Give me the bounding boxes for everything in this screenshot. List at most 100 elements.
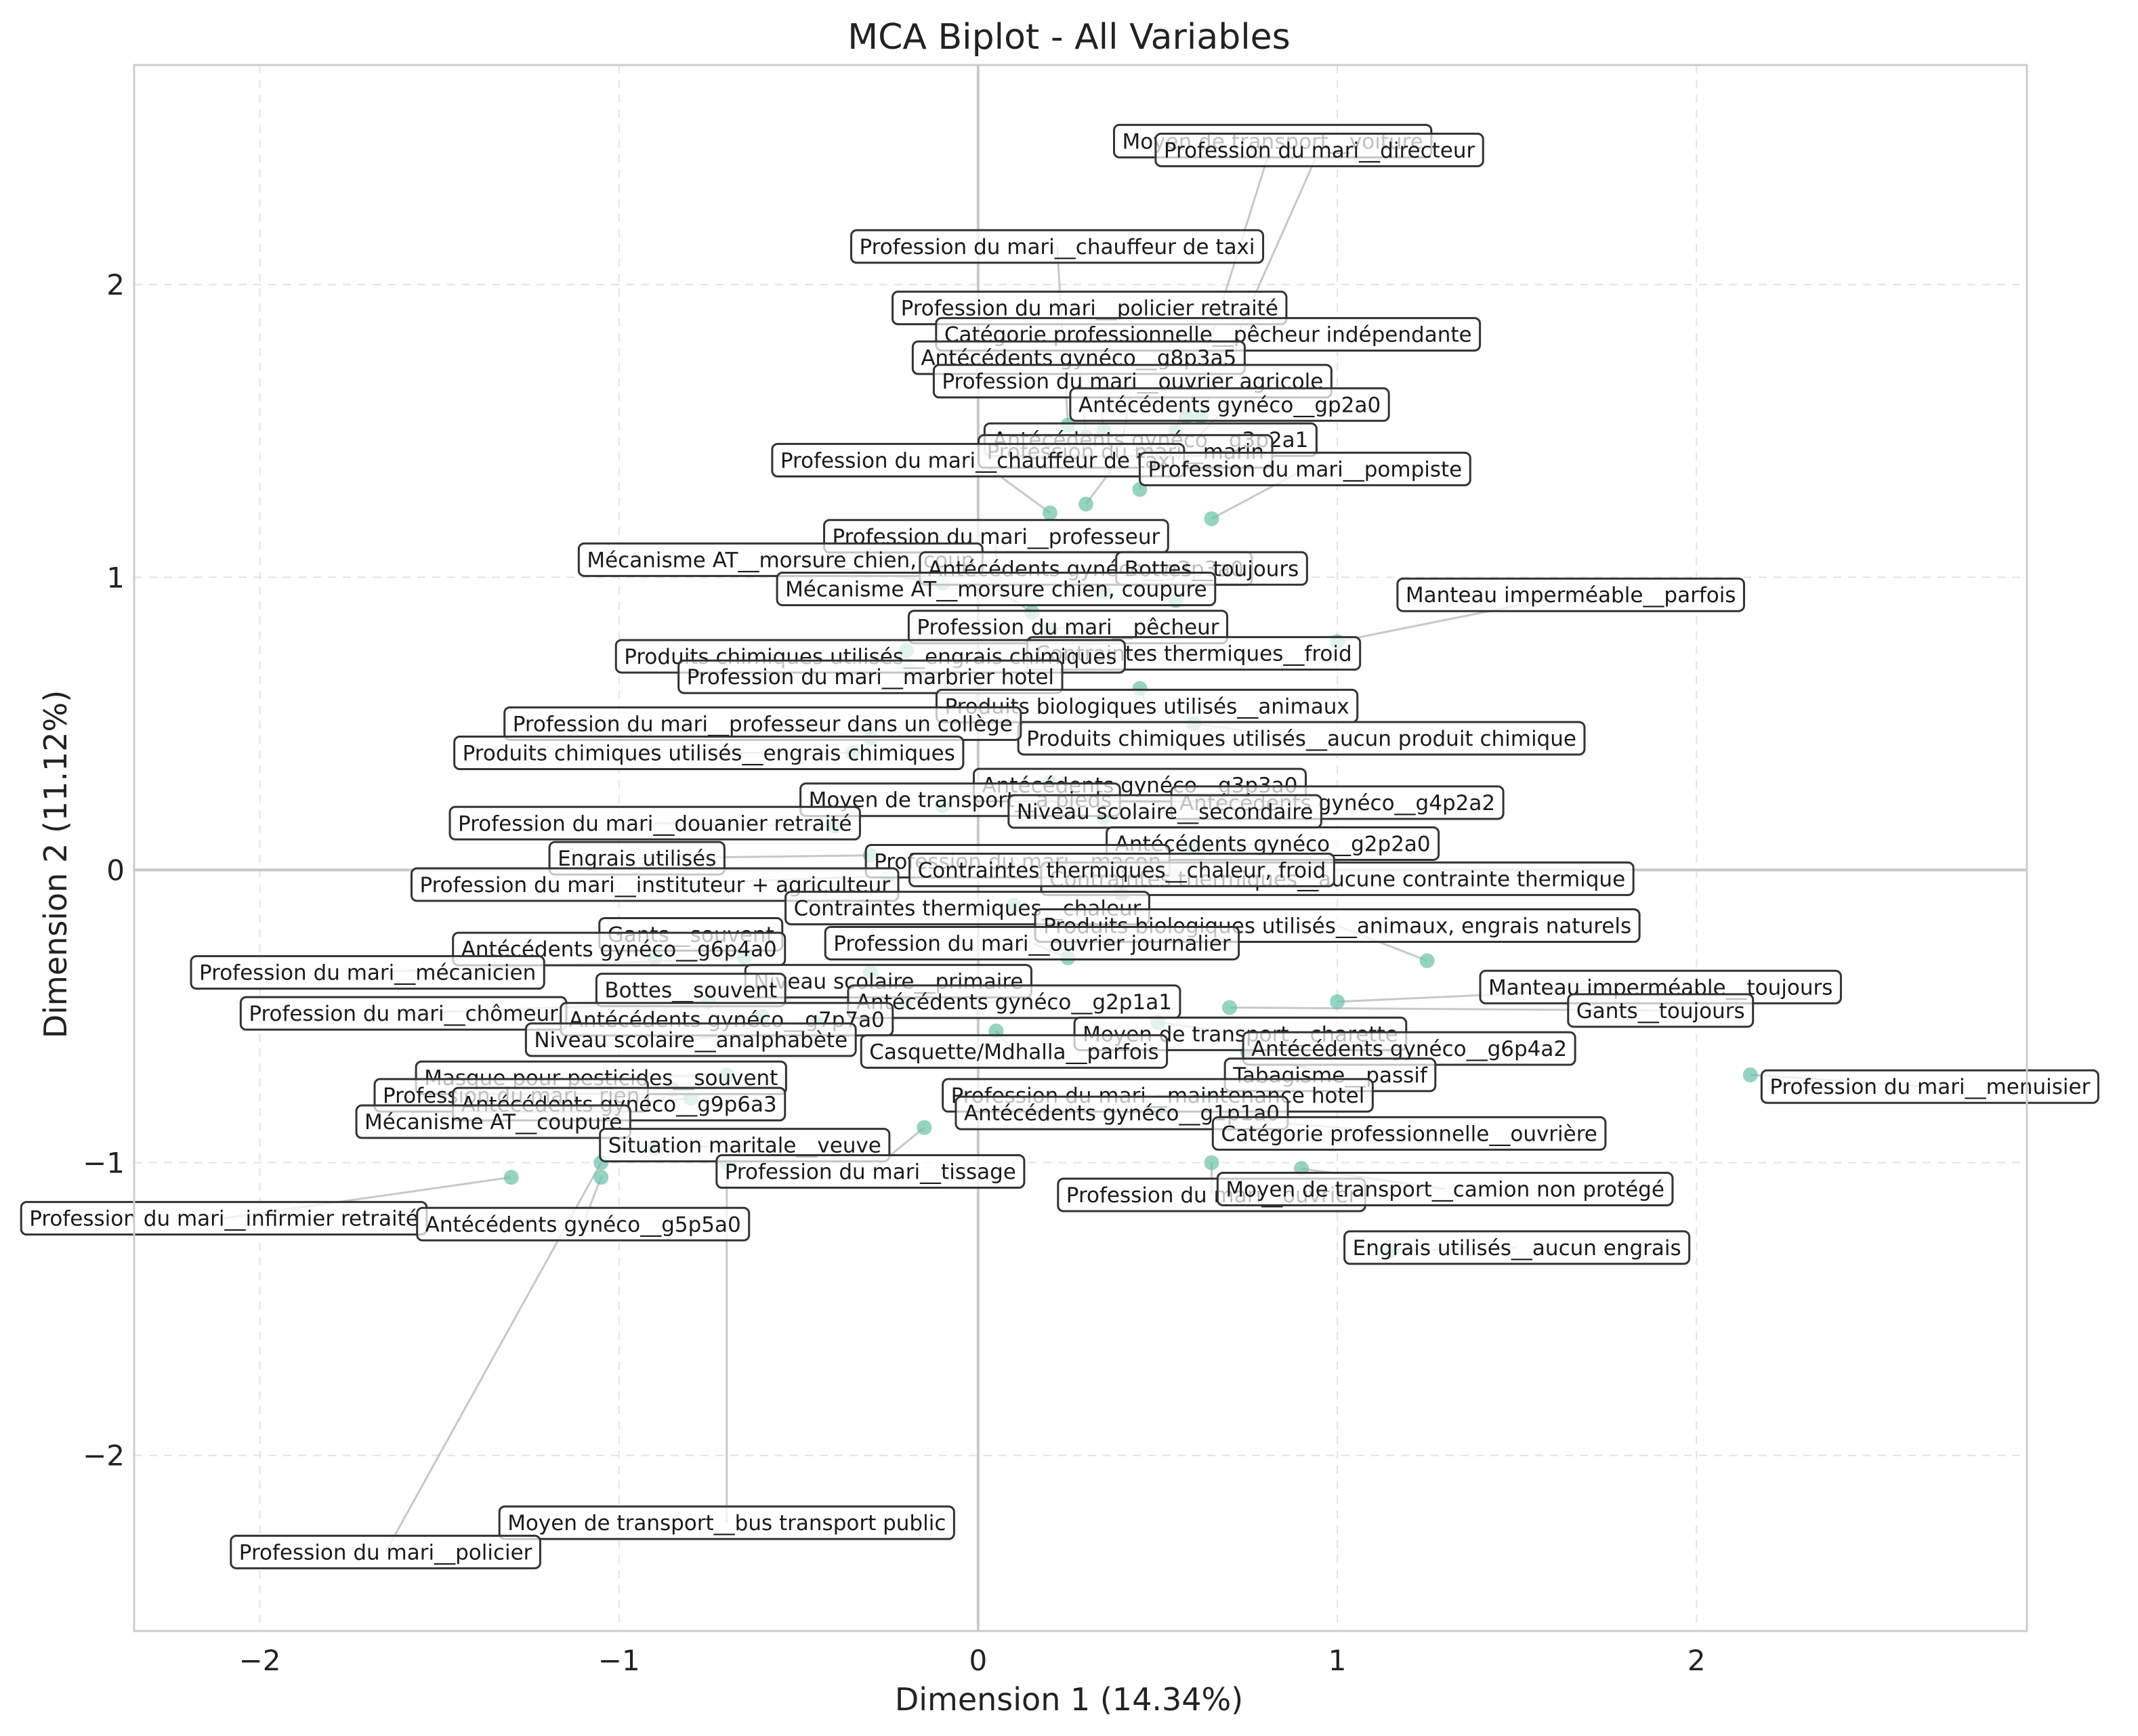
label-text: Moyen de transport__bus transport public [507, 1511, 946, 1536]
label-text: Profession du mari__policier [239, 1540, 532, 1565]
label-text: Produits chimiques utilisés__engrais chi… [463, 742, 955, 766]
label-box [1567, 993, 1755, 1028]
label-text: Contraintes thermiques__chaleur, froid [918, 858, 1326, 883]
label-box [1343, 1230, 1691, 1265]
data-point [1204, 1155, 1219, 1170]
label-box [908, 852, 1335, 887]
label-box [677, 659, 1064, 694]
x-tick-label: 0 [969, 1644, 988, 1677]
label-box [955, 1095, 1289, 1130]
point-label: Bottes__souvent [595, 973, 787, 1008]
point-label: Casquette/Mdhalla__parfois [860, 1034, 1169, 1069]
label-box [355, 1104, 631, 1139]
label-box [715, 1154, 1026, 1189]
point-labels: Moyen de transport__voitureProfession du… [20, 123, 2099, 1569]
label-box [860, 1034, 1169, 1069]
point-label: Situation maritale__veuve [599, 1128, 891, 1163]
chart-title: MCA Biplot - All Variables [847, 17, 1291, 58]
label-text: Profession du mari__infirmier retraité [29, 1207, 419, 1231]
label-text: Profession du mari__chômeur [249, 1002, 558, 1026]
y-tick-label: −2 [83, 1439, 125, 1473]
point-label: Moyen de transport__camion non protégé [1216, 1171, 1674, 1206]
point-label: Engrais utilisés__aucun engrais [1343, 1230, 1691, 1265]
label-box [410, 867, 900, 902]
data-point [917, 1120, 932, 1135]
label-box [498, 1505, 955, 1540]
point-label: Profession du mari__policier retraité [892, 291, 1288, 326]
label-text: Catégorie professionnelle__ouvrière [1221, 1122, 1597, 1146]
y-tick-label: 2 [106, 268, 125, 301]
label-box [776, 572, 1217, 607]
label-box [1138, 451, 1471, 486]
label-text: Profession du mari__directeur [1164, 138, 1475, 163]
point-label: Profession du mari__chauffeur de taxi [771, 442, 1186, 478]
label-box [1211, 1116, 1607, 1151]
label-text: Profession du mari__menuisier [1769, 1075, 2090, 1099]
y-tick-label: 1 [106, 561, 125, 594]
label-text: Engrais utilisés [558, 847, 716, 871]
point-label: Profession du mari__douanier retraité [448, 805, 861, 841]
point-label: Profession du mari__professeur dans un c… [503, 706, 1022, 741]
label-box [1216, 1171, 1674, 1206]
data-point [1078, 496, 1093, 512]
point-label: Profession du mari__ouvrier journalier [824, 925, 1240, 960]
label-text: Profession du mari__pêcheur [917, 616, 1219, 640]
label-box [1069, 387, 1390, 422]
label-text: Profession du mari__chauffeur de taxi [780, 448, 1176, 473]
label-text: Moyen de transport__camion non protégé [1225, 1177, 1664, 1202]
point-label: Produits chimiques utilisés__aucun produ… [1017, 721, 1586, 756]
point-label: Mécanisme AT__morsure chien, coupure [776, 572, 1217, 607]
label-text: Profession du mari__tissage [725, 1160, 1016, 1185]
label-box [1396, 577, 1745, 612]
label-text: Casquette/Mdhalla__parfois [869, 1040, 1158, 1064]
label-box [1760, 1069, 2099, 1104]
data-point [1204, 511, 1219, 526]
point-label: Profession du mari__tissage [715, 1154, 1026, 1189]
label-text: Mécanisme AT__morsure chien, coupure [785, 578, 1207, 602]
x-tick-label: 1 [1328, 1644, 1347, 1677]
point-label: Profession du mari__pompiste [1138, 451, 1471, 486]
point-label: Catégorie professionnelle__ouvrière [1211, 1116, 1607, 1151]
label-box [1154, 132, 1484, 167]
point-label: Niveau scolaire__analphabète [524, 1022, 857, 1057]
label-text: Niveau scolaire__analphabète [534, 1028, 847, 1053]
label-text: Bottes__souvent [604, 979, 777, 1003]
label-text: Antécédents gynéco__gp2a0 [1078, 393, 1381, 417]
label-text: Profession du mari__pompiste [1148, 457, 1462, 482]
point-label: Produits chimiques utilisés__engrais chi… [453, 736, 965, 771]
label-text: Profession du mari__marbrier hotel [687, 665, 1054, 690]
data-point [1042, 505, 1057, 521]
point-label: Mécanisme AT__morsure chien, coup [577, 542, 984, 577]
label-text: Profession du mari__ouvrier journalier [833, 931, 1231, 956]
point-label: Moyen de transport__bus transport public [498, 1505, 955, 1540]
data-point [593, 1170, 609, 1185]
label-text: Profession du mari__professeur dans un c… [513, 712, 1013, 736]
point-label: Contraintes thermiques__chaleur, froid [908, 852, 1335, 887]
data-point [1330, 994, 1345, 1009]
point-label: Profession du mari__policier [230, 1534, 541, 1569]
y-tick-label: −1 [83, 1147, 125, 1180]
data-point [503, 1170, 519, 1185]
label-text: Gants__toujours [1576, 999, 1745, 1023]
label-text: Manteau imperméable__parfois [1406, 583, 1736, 608]
x-tick-label: 2 [1688, 1644, 1706, 1677]
point-label: Mécanisme AT__coupure [355, 1104, 631, 1139]
point-label: Engrais utilisés [548, 841, 726, 876]
data-point [1419, 953, 1435, 969]
point-label: Antécédents gynéco__gp2a0 [1069, 387, 1390, 422]
point-label: Profession du mari__menuisier [1760, 1069, 2099, 1104]
point-label: Profession du mari__mécanicien [190, 955, 545, 990]
label-text: Mécanisme AT__coupure [364, 1110, 622, 1135]
label-text: Profession du mari__douanier retraité [458, 811, 852, 836]
point-label: Profession du mari__directeur [1154, 132, 1484, 167]
label-text: Mécanisme AT__morsure chien, coup [587, 548, 974, 572]
point-label: Profession du mari__infirmier retraité [20, 1201, 428, 1236]
label-box [524, 1022, 857, 1057]
label-box [416, 1206, 751, 1242]
point-label: Profession du mari__chauffeur de taxi [850, 229, 1265, 264]
label-box [230, 1534, 541, 1569]
y-axis-label: Dimension 2 (11.12%) [37, 690, 74, 1038]
x-axis-label: Dimension 1 (14.34%) [895, 1681, 1243, 1718]
label-text: Engrais utilisés__aucun engrais [1353, 1236, 1681, 1261]
